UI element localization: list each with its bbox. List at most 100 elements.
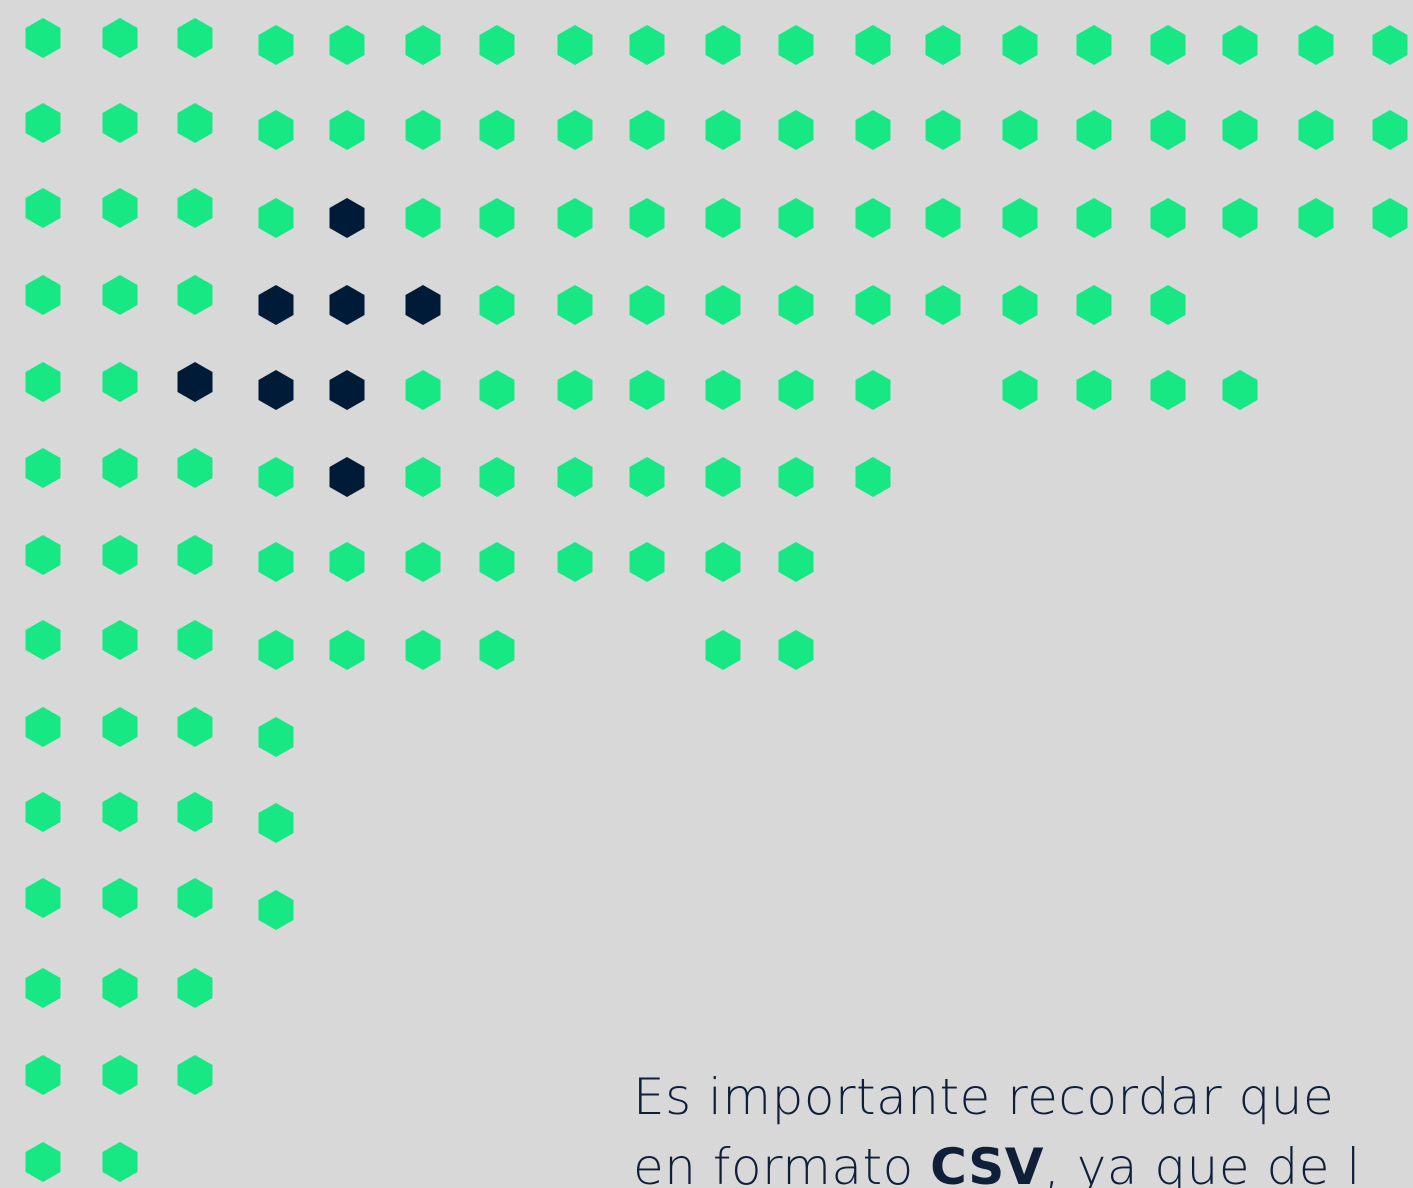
hexagon [1373, 25, 1408, 65]
hexagon [1003, 198, 1038, 238]
hexagon [1077, 370, 1112, 410]
hexagon [178, 188, 213, 228]
hexagon [103, 1142, 138, 1182]
hexagon [259, 198, 294, 238]
hexagon [26, 362, 61, 402]
hexagon [856, 457, 891, 497]
hexagon [558, 25, 593, 65]
hexagon [480, 370, 515, 410]
hexagon [779, 25, 814, 65]
hexagon [406, 370, 441, 410]
hexagon [630, 198, 665, 238]
hexagon [1151, 110, 1186, 150]
hexagon [259, 110, 294, 150]
hexagon [178, 362, 213, 402]
hexagon [926, 198, 961, 238]
hexagon [1373, 198, 1408, 238]
hexagon [1299, 25, 1334, 65]
hexagon [259, 630, 294, 670]
hexagon [103, 1055, 138, 1095]
hexagon [406, 110, 441, 150]
paragraph-line: en formato CSV, ya que de l [633, 1132, 1361, 1188]
hexagon [480, 542, 515, 582]
hexagon [558, 285, 593, 325]
hexagon [330, 542, 365, 582]
hexagon [103, 620, 138, 660]
hexagon [558, 370, 593, 410]
paragraph: Es importante recordar que en formato CS… [633, 1062, 1361, 1188]
hexagon [26, 1055, 61, 1095]
hexagon [259, 717, 294, 757]
hexagon [706, 457, 741, 497]
hexagon [26, 707, 61, 747]
hexagon [103, 448, 138, 488]
hexagon [1077, 198, 1112, 238]
hexagon [103, 968, 138, 1008]
hexagon [26, 792, 61, 832]
hexagon [259, 542, 294, 582]
hexagon [178, 1055, 213, 1095]
bold-text: CSV [930, 1138, 1044, 1188]
hexagon [779, 110, 814, 150]
slide: Es importante recordar que en formato CS… [0, 0, 1413, 1188]
hexagon [779, 285, 814, 325]
hexagon [779, 370, 814, 410]
hexagon [1077, 110, 1112, 150]
hexagon [1003, 370, 1038, 410]
hexagon [480, 457, 515, 497]
hexagon [630, 370, 665, 410]
hexagon [1223, 110, 1258, 150]
hexagon [103, 103, 138, 143]
hexagon [630, 110, 665, 150]
hexagon [558, 542, 593, 582]
hexagon [1003, 25, 1038, 65]
hexagon [178, 275, 213, 315]
hexagon [1151, 285, 1186, 325]
hexagon [558, 110, 593, 150]
hexagon [1151, 198, 1186, 238]
hexagon [480, 110, 515, 150]
hexagon [103, 275, 138, 315]
text: en formato [633, 1138, 930, 1188]
hexagon [480, 198, 515, 238]
hexagon [259, 370, 294, 410]
hexagon [856, 25, 891, 65]
hexagon [103, 878, 138, 918]
hexagon [630, 457, 665, 497]
hexagon [779, 457, 814, 497]
hexagon [630, 25, 665, 65]
hexagon [178, 620, 213, 660]
hexagon [1299, 198, 1334, 238]
hexagon [1223, 370, 1258, 410]
hexagon [26, 535, 61, 575]
hexagon [330, 630, 365, 670]
hexagon [779, 542, 814, 582]
hexagon [406, 198, 441, 238]
hexagon [1077, 25, 1112, 65]
hexagon [480, 630, 515, 670]
hexagon [26, 1142, 61, 1182]
text: , ya que de l [1044, 1138, 1361, 1188]
hexagon [259, 25, 294, 65]
hexagon [26, 448, 61, 488]
hexagon [406, 457, 441, 497]
hexagon [178, 535, 213, 575]
hexagon [1223, 198, 1258, 238]
hexagon [1003, 285, 1038, 325]
hexagon [103, 362, 138, 402]
hexagon [558, 198, 593, 238]
hexagon [26, 103, 61, 143]
hexagon [330, 198, 365, 238]
hexagon [856, 198, 891, 238]
hexagon [259, 285, 294, 325]
hexagon [779, 198, 814, 238]
hexagon-pattern [0, 0, 1413, 1188]
hexagon [330, 285, 365, 325]
hexagon [926, 285, 961, 325]
hexagon [26, 188, 61, 228]
hexagon [26, 968, 61, 1008]
hexagon [706, 285, 741, 325]
hexagon [330, 370, 365, 410]
hexagon [178, 707, 213, 747]
hexagon [1151, 370, 1186, 410]
